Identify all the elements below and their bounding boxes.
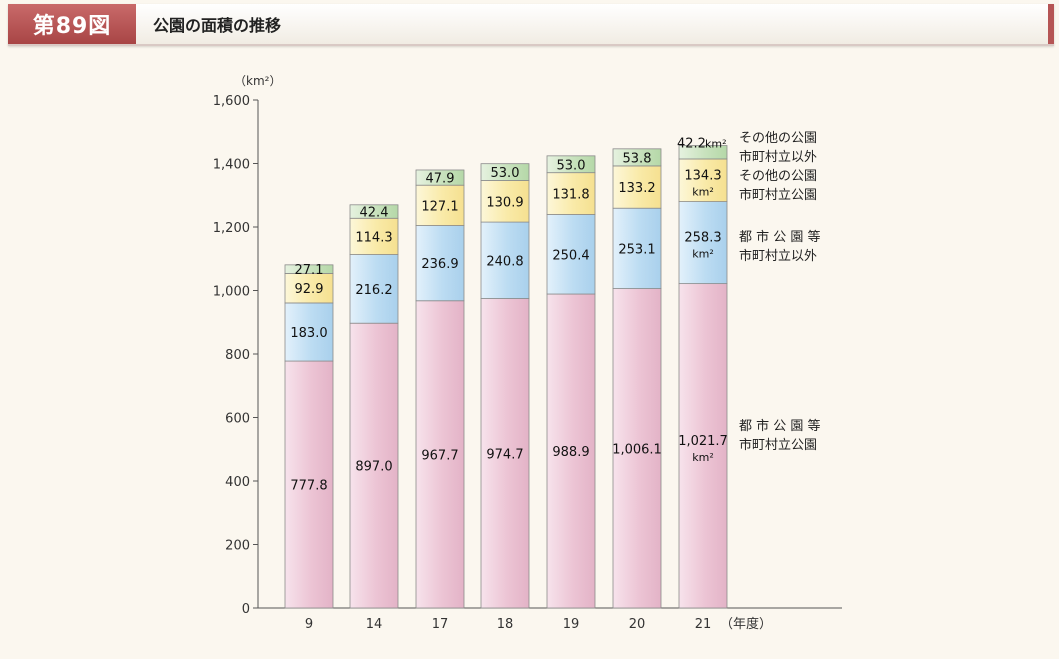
bar-segment-s3-c4 bbox=[546, 155, 596, 174]
y-tick-label: 0 bbox=[242, 602, 250, 617]
bar-segment-s3-c6 bbox=[678, 145, 728, 160]
bar-segment-s0-c3 bbox=[480, 298, 530, 609]
header-accent-bar bbox=[1048, 4, 1054, 44]
bar-segment-s0-c2 bbox=[415, 300, 465, 609]
bars-group bbox=[284, 145, 728, 609]
y-tick-label: 800 bbox=[225, 348, 250, 363]
bar-segment-s2-c2 bbox=[415, 184, 465, 226]
value-label: 216.2 bbox=[355, 283, 392, 298]
x-tick-label: 20 bbox=[629, 617, 646, 632]
value-label: 131.8 bbox=[552, 188, 589, 203]
legend-label-line2: 市町村立以外 bbox=[739, 248, 817, 264]
value-label: 130.9 bbox=[486, 195, 523, 210]
value-label: 1,021.7 bbox=[678, 434, 728, 449]
value-label: 253.1 bbox=[618, 242, 655, 257]
bar-segment-s3-c1 bbox=[349, 204, 399, 219]
value-labels-group: 777.8 183.0 92.9 27.1 897.0 216.2 114.3 42.4 967… bbox=[290, 137, 727, 494]
y-tick-label: 1,000 bbox=[213, 285, 250, 300]
figure-title: 公園の面積の推移 bbox=[153, 16, 282, 35]
figure-header: 第89図 公園の面積の推移 bbox=[8, 4, 1054, 46]
y-tick-label: 400 bbox=[225, 475, 250, 490]
bar-segment-s2-c4 bbox=[546, 172, 596, 215]
legend-label-line1: その他の公園 bbox=[739, 131, 817, 146]
bar-segment-s3-c2 bbox=[415, 169, 465, 186]
value-label: 53.8 bbox=[623, 151, 652, 166]
value-label: 127.1 bbox=[421, 199, 458, 214]
bar-segment-s1-c0 bbox=[284, 302, 334, 362]
y-tick-label: 600 bbox=[225, 412, 250, 427]
y-tick-label: 1,600 bbox=[213, 94, 250, 109]
value-label: 42.2 bbox=[677, 137, 706, 152]
x-tick-label: 17 bbox=[432, 617, 449, 632]
value-label: 967.7 bbox=[421, 448, 458, 463]
bar-segment-s0-c0 bbox=[284, 360, 334, 609]
x-unit-label: （年度） bbox=[720, 616, 772, 632]
x-tick-label: 14 bbox=[366, 617, 383, 632]
x-tick-label: 18 bbox=[497, 617, 514, 632]
x-tick-label: 9 bbox=[305, 617, 313, 632]
value-label: 988.9 bbox=[552, 445, 589, 460]
value-label: 47.9 bbox=[426, 172, 455, 187]
value-label: 974.7 bbox=[486, 447, 523, 462]
value-label: 53.0 bbox=[557, 158, 586, 173]
y-unit-label: （km²） bbox=[234, 74, 281, 88]
bar-segment-s3-c3 bbox=[480, 163, 530, 181]
bar-segment-s3-c0 bbox=[284, 264, 334, 274]
value-label: 27.1 bbox=[295, 263, 324, 278]
value-unit-label: km² bbox=[692, 451, 714, 464]
legend-label-line2: 市町村立公園 bbox=[739, 437, 817, 453]
bar-segment-s0-c6 bbox=[678, 283, 728, 609]
bar-segment-s0-c5 bbox=[612, 288, 662, 609]
value-unit-label: km² bbox=[692, 185, 714, 198]
bar-segment-s1-c6 bbox=[678, 201, 728, 285]
bar-segment-s1-c5 bbox=[612, 207, 662, 289]
bar-segment-s3-c5 bbox=[612, 148, 662, 167]
legend-label-line1: その他の公園 bbox=[739, 169, 817, 184]
value-label: 42.4 bbox=[360, 206, 389, 221]
value-label: 777.8 bbox=[290, 479, 327, 494]
value-label: 92.9 bbox=[295, 282, 324, 297]
y-tick-label: 1,400 bbox=[213, 158, 250, 173]
legend-label-line1: 都 市 公 園 等 bbox=[739, 229, 821, 245]
legend-label-line2: 市町村立公園 bbox=[739, 187, 817, 203]
figure-number-badge: 第89図 bbox=[8, 4, 136, 44]
legend-label-line1: 都 市 公 園 等 bbox=[739, 418, 821, 434]
value-label: 897.0 bbox=[355, 460, 392, 475]
value-label: 183.0 bbox=[290, 326, 327, 341]
value-label: 53.0 bbox=[491, 166, 520, 181]
legend-label-line2: 市町村立以外 bbox=[739, 149, 817, 165]
bar-segment-s0-c4 bbox=[546, 293, 596, 609]
value-label: 1,006.1 bbox=[612, 442, 662, 457]
bar-segment-s1-c4 bbox=[546, 214, 596, 295]
value-label: 258.3 bbox=[684, 231, 721, 246]
value-label: 240.8 bbox=[486, 254, 523, 269]
value-label: 236.9 bbox=[421, 257, 458, 272]
value-label: 134.3 bbox=[684, 168, 721, 183]
value-label: 250.4 bbox=[552, 248, 589, 263]
bar-segment-s2-c0 bbox=[284, 273, 334, 304]
bar-segment-s2-c6 bbox=[678, 158, 728, 202]
x-tick-label: 19 bbox=[563, 617, 580, 632]
value-label: 133.2 bbox=[618, 181, 655, 196]
x-tick-label: 21 bbox=[695, 617, 712, 632]
y-tick-label: 1,200 bbox=[213, 221, 250, 236]
value-label: 114.3 bbox=[355, 230, 392, 245]
bar-segment-s1-c2 bbox=[415, 225, 465, 302]
value-unit-label: km² bbox=[692, 248, 714, 261]
value-unit-label: km² bbox=[705, 138, 727, 151]
y-tick-label: 200 bbox=[225, 539, 250, 554]
